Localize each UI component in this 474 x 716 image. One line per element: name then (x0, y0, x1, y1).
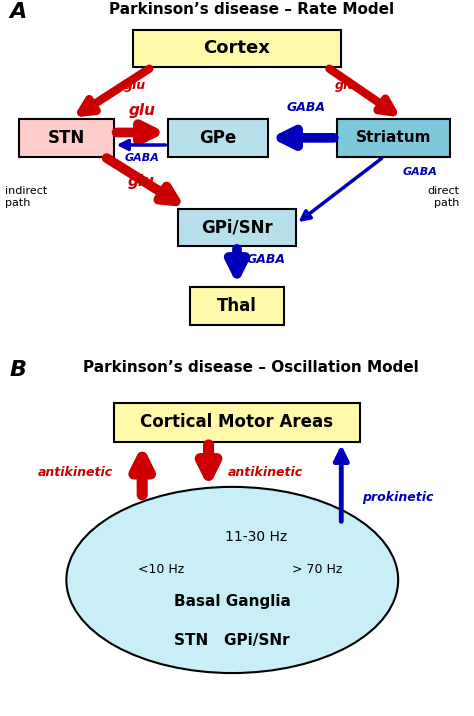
Text: Cortical Motor Areas: Cortical Motor Areas (140, 413, 334, 432)
Ellipse shape (66, 487, 398, 673)
FancyBboxPatch shape (178, 208, 296, 246)
Text: GPi/SNr: GPi/SNr (201, 218, 273, 236)
Text: GABA: GABA (286, 101, 325, 114)
FancyBboxPatch shape (190, 287, 284, 325)
Text: Parkinson’s disease – Rate Model: Parkinson’s disease – Rate Model (109, 1, 394, 16)
Text: antikinetic: antikinetic (228, 466, 303, 479)
Text: prokinetic: prokinetic (363, 491, 434, 504)
Text: > 70 Hz: > 70 Hz (292, 563, 343, 576)
Text: Parkinson’s disease – Oscillation Model: Parkinson’s disease – Oscillation Model (83, 359, 419, 374)
FancyBboxPatch shape (168, 119, 268, 157)
Text: GPe: GPe (200, 129, 237, 147)
Text: indirect
path: indirect path (5, 185, 47, 208)
Text: glu: glu (129, 102, 155, 117)
Text: glu: glu (128, 174, 155, 189)
FancyBboxPatch shape (19, 119, 114, 157)
Text: 11-30 Hz: 11-30 Hz (225, 530, 287, 544)
Text: <10 Hz: <10 Hz (138, 563, 184, 576)
Text: Cortex: Cortex (203, 39, 271, 57)
Text: GABA: GABA (125, 153, 160, 163)
Text: Striatum: Striatum (356, 130, 431, 145)
Text: GABA: GABA (246, 253, 285, 266)
Text: Basal Ganglia: Basal Ganglia (174, 594, 291, 609)
Text: Thal: Thal (217, 297, 257, 315)
Text: STN: STN (48, 129, 85, 147)
Text: STN   GPi/SNr: STN GPi/SNr (174, 634, 290, 648)
Text: antikinetic: antikinetic (38, 466, 113, 479)
Text: glu: glu (124, 79, 146, 92)
Text: direct
path: direct path (428, 185, 460, 208)
Text: glu: glu (335, 79, 357, 92)
FancyBboxPatch shape (114, 402, 360, 442)
Text: B: B (9, 359, 27, 379)
Text: A: A (9, 1, 27, 21)
Text: GABA: GABA (403, 168, 438, 178)
FancyBboxPatch shape (337, 119, 450, 157)
FancyBboxPatch shape (133, 29, 341, 67)
